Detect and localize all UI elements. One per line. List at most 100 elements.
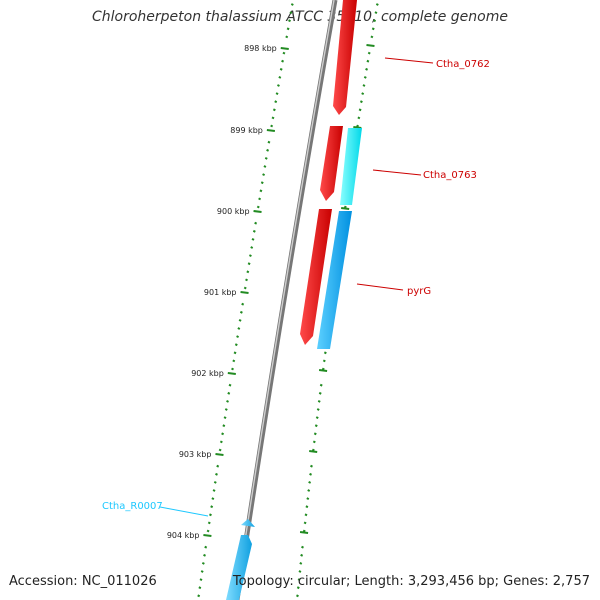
- tick-mark: [216, 464, 220, 468]
- tick-mark: [301, 545, 304, 549]
- tick-mark: [278, 76, 282, 79]
- tick-mark: [296, 594, 299, 598]
- tick-mark: [221, 432, 225, 436]
- tick-mark: [210, 505, 214, 509]
- tick-mark: [266, 148, 270, 152]
- tick-mark: [374, 11, 378, 14]
- feature-label-ctha-0762[interactable]: Ctha_0762: [384, 57, 490, 70]
- tick-mark: [231, 367, 234, 371]
- tick-mark: [232, 359, 236, 363]
- tick-mark: [215, 453, 224, 456]
- tick-mark: [248, 254, 252, 257]
- tick-mark: [353, 126, 362, 129]
- tick-mark: [318, 391, 322, 395]
- tick-mark: [308, 481, 312, 484]
- tick-mark: [218, 448, 222, 452]
- tick-label: 899 kbp: [230, 126, 263, 135]
- tick-mark: [251, 238, 255, 241]
- tick-mark: [250, 246, 254, 249]
- gene-arrow-ctha-0763[interactable]: [320, 126, 343, 201]
- tick-mark: [286, 27, 290, 31]
- tick-mark: [256, 205, 260, 209]
- tick-mark: [274, 100, 278, 104]
- tick-mark: [297, 578, 301, 581]
- tick-mark: [288, 19, 291, 23]
- tick-mark: [222, 424, 226, 428]
- tick-mark: [343, 205, 347, 209]
- feature-arrow-blue[interactable]: [317, 211, 352, 349]
- tick-mark: [311, 448, 315, 452]
- tick-mark: [318, 369, 328, 372]
- tick-mark: [213, 481, 217, 484]
- tick-mark: [267, 140, 271, 144]
- tick-mark: [252, 229, 256, 233]
- tick-mark: [367, 51, 371, 55]
- tick-mark: [359, 100, 363, 104]
- tick-mark: [296, 586, 300, 590]
- tick-mark: [201, 562, 205, 565]
- tick-mark: [224, 408, 228, 411]
- feature-label-pyrg[interactable]: pyrG: [356, 283, 431, 297]
- tick-mark: [246, 270, 250, 274]
- tick-mark: [316, 408, 320, 411]
- tick-mark: [262, 173, 266, 176]
- tick-mark: [241, 302, 245, 306]
- tick-mark: [298, 570, 302, 573]
- tick-label: 903 kbp: [179, 450, 212, 459]
- tick-mark: [238, 319, 242, 322]
- tick-mark: [365, 67, 369, 71]
- gene-arrow-ctha-0762[interactable]: [333, 0, 357, 115]
- tick-mark: [312, 440, 316, 444]
- tick-labels: 898 kbp 899 kbp 900 kbp 901 kbp 902 kbp 903 k…: [167, 44, 277, 540]
- tick-mark: [266, 129, 276, 132]
- tick-mark: [234, 343, 238, 347]
- tick-mark: [313, 432, 317, 436]
- feature-arrow-cyan[interactable]: [340, 128, 362, 205]
- tick-mark: [223, 416, 227, 419]
- tick-mark: [233, 351, 237, 355]
- tick-mark: [315, 416, 319, 419]
- tick-mark: [226, 400, 229, 403]
- tick-mark: [219, 440, 223, 444]
- tick-mark: [211, 497, 215, 500]
- tick-mark: [299, 562, 303, 565]
- tick-mark: [207, 521, 211, 525]
- gene-arrow-pyrg[interactable]: [300, 209, 332, 345]
- tick-mark: [281, 59, 285, 63]
- tick-mark: [299, 531, 309, 534]
- tick-mark: [314, 424, 318, 428]
- feature-label-text: Ctha_0763: [423, 170, 477, 181]
- tick-mark: [323, 351, 327, 355]
- tick-mark: [270, 124, 274, 128]
- tick-mark: [240, 291, 249, 294]
- genome-summary-text: Topology: circular; Length: 3,293,456 bp…: [232, 574, 590, 589]
- tick-mark: [263, 165, 267, 168]
- feature-label-ctha-r0007[interactable]: Ctha_R0007: [102, 501, 209, 517]
- tick-mark: [279, 67, 283, 71]
- tick-mark: [253, 210, 262, 213]
- tick-mark: [322, 359, 326, 363]
- tick-mark: [198, 586, 202, 590]
- tick-mark: [305, 505, 309, 509]
- genome-backbone-highlight: [235, 0, 335, 600]
- feature-label-ctha-0763[interactable]: Ctha_0763: [372, 169, 477, 181]
- map-title: Chloroherpeton thalassium ATCC 35110, co…: [92, 9, 508, 25]
- tick-mark: [302, 529, 306, 533]
- tick-mark: [199, 578, 203, 581]
- tick-mark: [243, 286, 247, 290]
- accession-text: Accession: NC_011026: [9, 574, 157, 589]
- tick-mark: [371, 27, 375, 31]
- tick-mark: [303, 521, 307, 525]
- tick-label: 904 kbp: [167, 531, 200, 540]
- tick-mark: [357, 116, 361, 120]
- tick-mark: [362, 84, 366, 87]
- feature-label-text: Ctha_0762: [436, 59, 490, 70]
- rna-body-ctha-r0007[interactable]: [226, 535, 252, 600]
- tick-mark: [204, 545, 208, 549]
- tick-mark: [245, 278, 248, 282]
- tick-mark: [260, 181, 264, 185]
- tick-mark: [307, 489, 311, 492]
- rna-arrow-ctha-r0007[interactable]: [241, 519, 255, 527]
- tick-mark: [319, 383, 323, 387]
- tick-mark: [227, 391, 231, 395]
